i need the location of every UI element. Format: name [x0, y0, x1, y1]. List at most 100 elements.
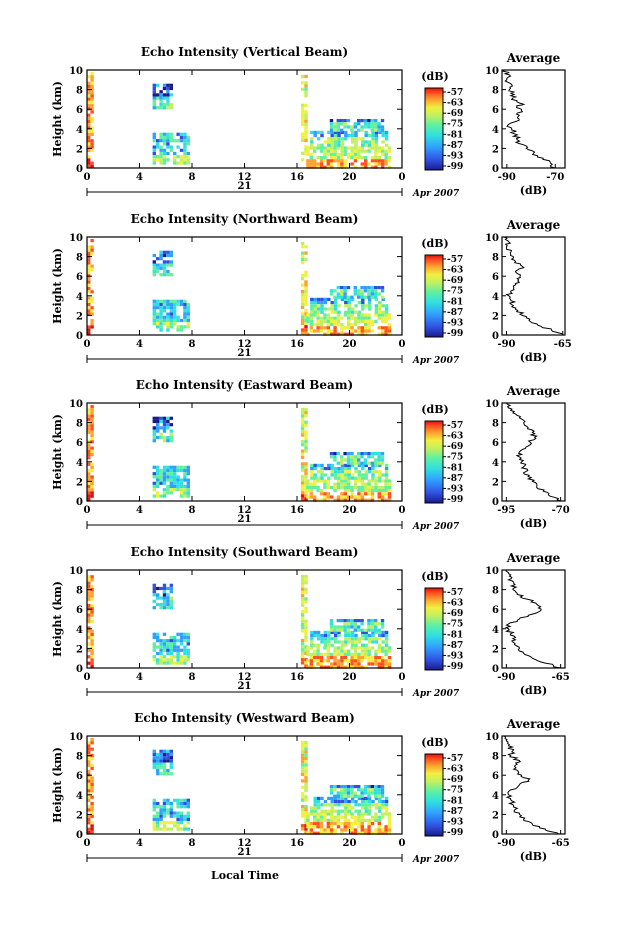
- heatmap-cell: [336, 292, 340, 296]
- heatmap-cell: [357, 628, 361, 632]
- heatmap-cell: [87, 481, 91, 485]
- heatmap-cell: [156, 827, 160, 831]
- heatmap-cell: [357, 470, 362, 474]
- heatmap-cell: [367, 831, 371, 835]
- heatmap-cell: [162, 821, 167, 825]
- heatmap-cell: [304, 328, 308, 332]
- heatmap-cell: [333, 128, 337, 132]
- heatmap-cell: [371, 634, 375, 638]
- heatmap-cell: [156, 475, 160, 479]
- heatmap-cell: [183, 661, 187, 665]
- heatmap-cell: [166, 250, 170, 254]
- heatmap-cell: [183, 312, 187, 316]
- heatmap-cell: [330, 630, 334, 634]
- heatmap-cell: [384, 470, 389, 474]
- colorbar-tick-label: -81: [447, 796, 463, 806]
- heatmap-cell: [310, 470, 314, 474]
- heatmap-cell: [384, 467, 389, 471]
- heatmap-cell: [367, 455, 371, 459]
- heatmap-cell: [166, 768, 170, 773]
- heatmap-cell: [354, 643, 358, 647]
- heatmap-cell: [380, 452, 385, 456]
- x-tick-label: 16: [290, 838, 304, 849]
- heatmap-cell: [320, 640, 324, 644]
- heatmap-cell: [156, 263, 160, 267]
- heatmap-cell: [159, 96, 163, 100]
- profile-frame: [501, 69, 566, 169]
- heatmap-cell: [90, 494, 94, 498]
- heatmap-cell: [166, 811, 170, 815]
- heatmap-cell: [326, 656, 330, 660]
- heatmap-cell: [90, 299, 94, 303]
- heatmap-cell: [176, 161, 180, 165]
- x-tick-label: 4: [136, 339, 143, 350]
- heatmap-cell: [90, 588, 94, 592]
- heatmap-cell: [152, 106, 156, 110]
- heatmap-cell: [156, 106, 160, 110]
- profile-title: Average: [506, 218, 561, 232]
- heatmap-cell: [387, 825, 392, 829]
- heatmap-cell: [360, 482, 364, 486]
- heatmap-cell: [333, 640, 338, 644]
- x-tick-label: 20: [343, 672, 357, 683]
- heatmap-cell: [87, 264, 91, 268]
- heatmap-cell: [329, 622, 334, 626]
- heatmap-cell: [320, 803, 324, 807]
- heatmap-cell: [159, 752, 163, 757]
- heatmap-cell: [304, 315, 308, 319]
- heatmap-cell: [380, 622, 385, 626]
- heatmap-cell: [87, 142, 91, 146]
- heatmap-cell: [319, 652, 324, 656]
- heatmap-cell: [156, 811, 160, 815]
- heatmap-cell: [333, 137, 338, 141]
- heatmap-cell: [347, 134, 351, 138]
- heatmap-cell: [152, 315, 156, 319]
- heatmap-cell: [340, 791, 344, 795]
- heatmap-cell: [350, 831, 354, 835]
- heatmap-cell: [300, 411, 305, 415]
- heatmap-cell: [329, 628, 334, 632]
- heatmap-cell: [90, 433, 94, 437]
- heatmap-cell: [90, 290, 94, 294]
- heatmap-cell: [344, 134, 348, 138]
- heatmap-cell: [364, 652, 368, 656]
- colorbar-tick-label: -57: [447, 588, 463, 598]
- heatmap-cell: [166, 488, 170, 492]
- heatmap-cell: [323, 815, 327, 819]
- heatmap-cell: [350, 130, 355, 134]
- heatmap-cell: [90, 78, 94, 82]
- colorbar-tick-label: -81: [447, 630, 463, 640]
- heatmap-cell: [336, 125, 340, 129]
- heatmap-cell: [374, 295, 378, 299]
- heatmap-cell: [374, 152, 378, 156]
- heatmap-cell: [183, 484, 187, 489]
- heatmap-cell: [360, 455, 364, 459]
- heatmap-cell: [340, 128, 344, 132]
- heatmap-cell: [320, 143, 324, 147]
- heatmap-cell: [300, 132, 305, 136]
- heatmap-cell: [183, 475, 187, 479]
- heatmap-cell: [357, 818, 361, 822]
- profile-title: Average: [506, 717, 561, 731]
- heatmap-cell: [363, 289, 368, 293]
- heatmap-cell: [169, 827, 173, 831]
- heatmap-cell: [323, 665, 327, 669]
- heatmap-cell: [357, 295, 361, 299]
- heatmap-cell: [347, 463, 351, 467]
- heatmap-cell: [340, 119, 344, 123]
- heatmap-cell: [186, 158, 190, 162]
- heatmap-cell: [326, 326, 330, 330]
- heatmap-cell: [336, 785, 340, 789]
- heatmap-cell: [300, 578, 305, 582]
- heatmap-cell: [367, 803, 372, 807]
- heatmap-cell: [330, 159, 334, 163]
- heatmap-cell: [330, 143, 334, 147]
- heatmap-cell: [166, 273, 170, 277]
- heatmap-cell: [347, 637, 351, 641]
- heatmap-cell: [316, 634, 321, 638]
- heatmap-cell: [371, 463, 375, 467]
- heatmap-cell: [169, 325, 173, 329]
- heatmap-cell: [347, 809, 351, 813]
- heatmap-cell: [374, 461, 378, 465]
- heatmap-cell: [327, 637, 331, 641]
